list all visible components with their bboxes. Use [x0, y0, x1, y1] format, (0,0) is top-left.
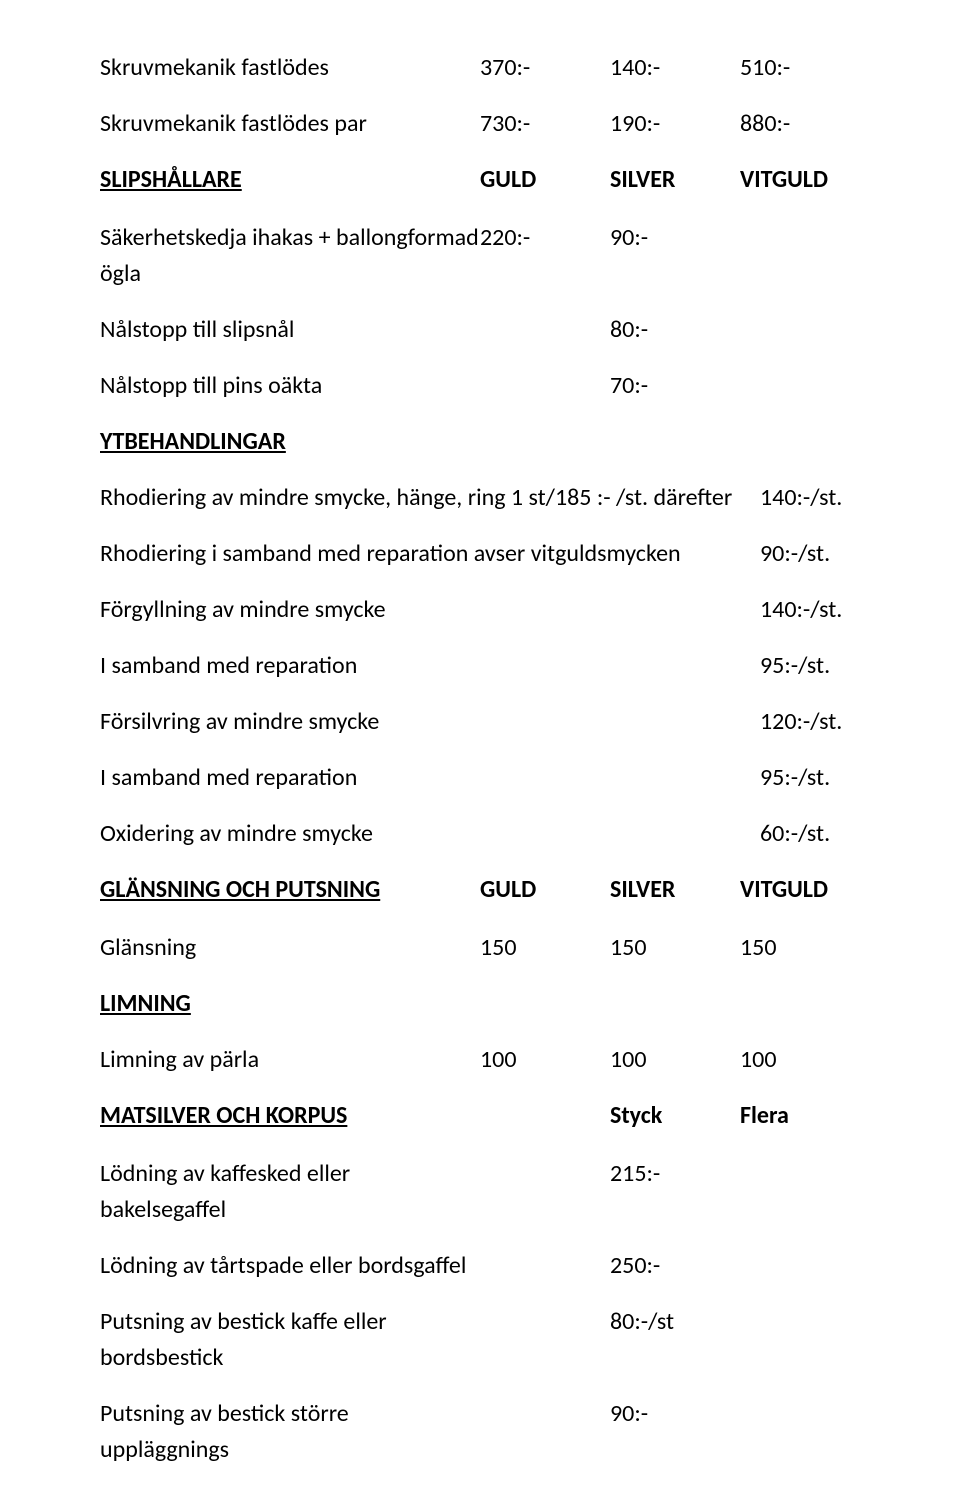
item-label: Lödning av tårtspade eller bordsgaffel — [100, 1248, 480, 1284]
price-value: 70:- — [610, 368, 740, 404]
price-guld: 730:- — [480, 106, 610, 142]
item-label: Putsning av bestick kaffe eller bordsbes… — [100, 1304, 480, 1376]
price-row: Lödning av tårtspade eller bordsgaffel 2… — [100, 1248, 870, 1284]
price-value: 90:-/st. — [760, 536, 870, 572]
section-title: MATSILVER OCH KORPUS — [100, 1098, 480, 1134]
section-header-korpus: MATSILVER OCH KORPUS Styck Flera — [100, 1098, 870, 1134]
section-header-slipshallare: SLIPSHÅLLARE GULD SILVER VITGULD — [100, 162, 870, 198]
price-styck: 80:-/st — [610, 1304, 740, 1340]
treatment-row: I samband med reparation 95:-/st. — [100, 648, 870, 684]
price-row: Skruvmekanik fastlödes par 730:- 190:- 8… — [100, 106, 870, 142]
item-label: Rhodiering av mindre smycke, hänge, ring… — [100, 480, 760, 516]
price-guld: 150 — [480, 930, 610, 966]
item-label: Skruvmekanik fastlödes par — [100, 106, 480, 142]
price-silver: 190:- — [610, 106, 740, 142]
section-title-ytbehandlingar: YTBEHANDLINGAR — [100, 424, 870, 460]
item-label: Oxidering av mindre smycke — [100, 816, 760, 852]
item-label: Glänsning — [100, 930, 480, 966]
price-value: 140:-/st. — [760, 592, 870, 628]
price-vitguld: 510:- — [740, 50, 870, 86]
price-guld: 100 — [480, 1042, 610, 1078]
item-label: Putsning av bestick större uppläggnings — [100, 1396, 480, 1468]
treatment-row: Förgyllning av mindre smycke 140:-/st. — [100, 592, 870, 628]
item-label: Nålstopp till pins oäkta — [100, 368, 480, 404]
section-title: GLÄNSNING OCH PUTSNING — [100, 872, 480, 908]
price-value: 140:-/st. — [760, 480, 870, 516]
item-label: Rhodiering i samband med reparation avse… — [100, 536, 760, 572]
price-row: Nålstopp till pins oäkta 70:- — [100, 368, 870, 404]
col-header-silver: SILVER — [610, 872, 740, 908]
price-vitguld: 150 — [740, 930, 870, 966]
price-guld: 370:- — [480, 50, 610, 86]
treatment-row: Rhodiering av mindre smycke, hänge, ring… — [100, 480, 870, 516]
item-label: Säkerhetskedja ihakas + ballongformad ög… — [100, 220, 480, 292]
price-row: Glänsning 150 150 150 — [100, 930, 870, 966]
item-label: Skruvmekanik fastlödes — [100, 50, 480, 86]
col-header-vitguld: VITGULD — [740, 872, 870, 908]
price-value: 60:-/st. — [760, 816, 870, 852]
price-silver: 150 — [610, 930, 740, 966]
treatment-row: Försilvring av mindre smycke 120:-/st. — [100, 704, 870, 740]
price-row: Putsning av bestick större uppläggnings … — [100, 1396, 870, 1468]
price-silver: 100 — [610, 1042, 740, 1078]
price-value: 80:- — [610, 312, 740, 348]
item-label: Nålstopp till slipsnål — [100, 312, 480, 348]
price-value: 95:-/st. — [760, 648, 870, 684]
price-vitguld: 880:- — [740, 106, 870, 142]
col-header-vitguld: VITGULD — [740, 162, 870, 198]
price-row: Säkerhetskedja ihakas + ballongformad ög… — [100, 220, 870, 292]
col-header-flera: Flera — [740, 1098, 870, 1134]
price-vitguld: 100 — [740, 1042, 870, 1078]
item-label: Försilvring av mindre smycke — [100, 704, 760, 740]
col-header-guld: GULD — [480, 872, 610, 908]
section-header-glansning: GLÄNSNING OCH PUTSNING GULD SILVER VITGU… — [100, 872, 870, 908]
col-header-silver: SILVER — [610, 162, 740, 198]
treatment-row: I samband med reparation 95:-/st. — [100, 760, 870, 796]
item-label: Förgyllning av mindre smycke — [100, 592, 760, 628]
price-styck: 215:- — [610, 1156, 740, 1192]
price-guld: 220:- — [480, 220, 610, 256]
price-styck: 250:- — [610, 1248, 740, 1284]
price-silver: 140:- — [610, 50, 740, 86]
price-row: Skruvmekanik fastlödes 370:- 140:- 510:- — [100, 50, 870, 86]
section-title-limning: LIMNING — [100, 986, 870, 1022]
col-header-guld: GULD — [480, 162, 610, 198]
col-header-styck: Styck — [610, 1098, 740, 1134]
item-label: Lödning av kaffesked eller bakelsegaffel — [100, 1156, 480, 1228]
treatment-row: Oxidering av mindre smycke 60:-/st. — [100, 816, 870, 852]
treatment-row: Rhodiering i samband med reparation avse… — [100, 536, 870, 572]
price-row: Putsning av bestick kaffe eller bordsbes… — [100, 1304, 870, 1376]
price-styck: 90:- — [610, 1396, 740, 1432]
price-row: Limning av pärla 100 100 100 — [100, 1042, 870, 1078]
item-label: I samband med reparation — [100, 760, 760, 796]
section-title: SLIPSHÅLLARE — [100, 162, 480, 198]
price-value: 95:-/st. — [760, 760, 870, 796]
price-row: Lödning av kaffesked eller bakelsegaffel… — [100, 1156, 870, 1228]
item-label: I samband med reparation — [100, 648, 760, 684]
price-silver: 90:- — [610, 220, 740, 256]
price-value: 120:-/st. — [760, 704, 870, 740]
item-label: Limning av pärla — [100, 1042, 480, 1078]
price-row: Nålstopp till slipsnål 80:- — [100, 312, 870, 348]
